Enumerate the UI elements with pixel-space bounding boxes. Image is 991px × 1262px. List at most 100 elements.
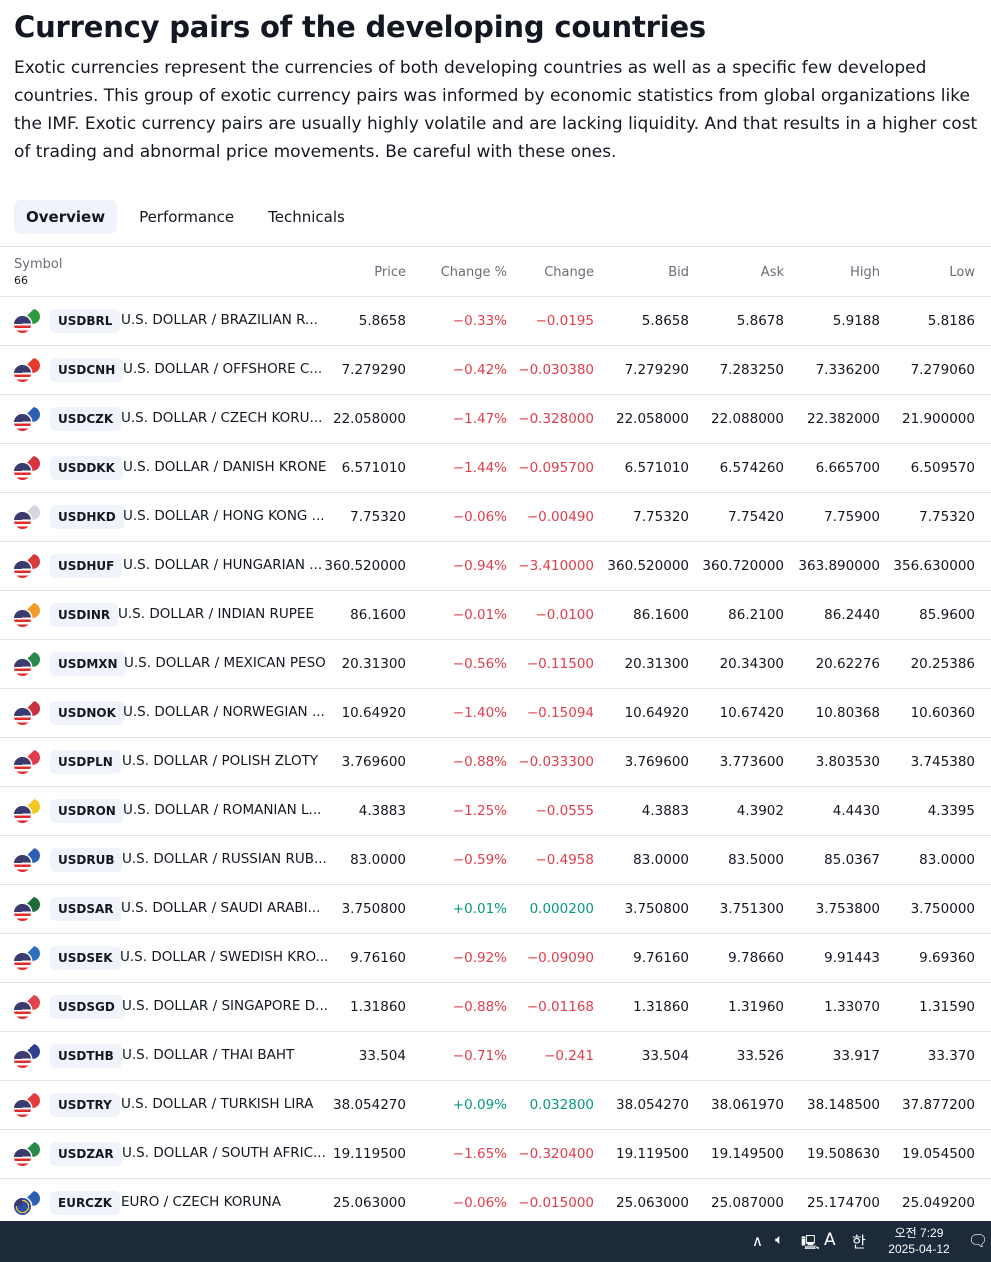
table-row[interactable]: USDCNH U.S. DOLLAR / OFFSHORE C... 7.27929… bbox=[0, 346, 991, 395]
cell-high: 25.174700 bbox=[806, 1195, 880, 1211]
cell-ask: 3.773600 bbox=[719, 754, 784, 770]
symbol-ticker[interactable]: USDINR bbox=[50, 603, 119, 627]
cell-low: 25.049200 bbox=[901, 1195, 975, 1211]
tab-technicals[interactable]: Technicals bbox=[268, 208, 345, 226]
header-price[interactable]: Price bbox=[374, 265, 406, 280]
cell-high: 7.336200 bbox=[815, 362, 880, 378]
cell-ask: 4.3902 bbox=[736, 803, 784, 819]
tab-overview[interactable]: Overview bbox=[14, 200, 118, 234]
cell-change: −0.241 bbox=[544, 1048, 594, 1064]
tab-performance[interactable]: Performance bbox=[139, 208, 235, 226]
table-row[interactable]: USDRON U.S. DOLLAR / ROMANIAN L... 4.3883 −… bbox=[0, 787, 991, 836]
symbol-description[interactable]: U.S. DOLLAR / RUSSIAN RUB... bbox=[122, 851, 327, 867]
chevron-up-icon[interactable]: ∧ bbox=[752, 1232, 763, 1250]
symbol-ticker[interactable]: USDCZK bbox=[50, 407, 122, 431]
symbol-ticker[interactable]: EURCZK bbox=[50, 1191, 120, 1215]
symbol-ticker[interactable]: USDDKK bbox=[50, 456, 123, 480]
symbol-description[interactable]: U.S. DOLLAR / SAUDI ARABI... bbox=[121, 900, 321, 916]
symbol-description[interactable]: U.S. DOLLAR / SINGAPORE D... bbox=[122, 998, 329, 1014]
symbol-description[interactable]: U.S. DOLLAR / TURKISH LIRA bbox=[121, 1096, 314, 1112]
symbol-ticker[interactable]: USDMXN bbox=[50, 652, 126, 676]
cell-change-pct: −0.56% bbox=[452, 656, 507, 672]
symbol-ticker[interactable]: USDRON bbox=[50, 799, 124, 823]
symbol-description[interactable]: U.S. DOLLAR / DANISH KRONE bbox=[123, 459, 327, 475]
symbol-ticker[interactable]: USDCNH bbox=[50, 358, 124, 382]
table-row[interactable]: USDHUF U.S. DOLLAR / HUNGARIAN ... 360.520… bbox=[0, 542, 991, 591]
cell-low: 356.630000 bbox=[893, 558, 975, 574]
symbol-description[interactable]: U.S. DOLLAR / POLISH ZLOTY bbox=[122, 753, 319, 769]
table-row[interactable]: USDCZK U.S. DOLLAR / CZECH KORU... 22.0580… bbox=[0, 395, 991, 444]
header-change[interactable]: Change bbox=[544, 265, 594, 280]
table-row[interactable]: USDSEK U.S. DOLLAR / SWEDISH KRO... 9.7616… bbox=[0, 934, 991, 983]
symbol-ticker[interactable]: USDTHB bbox=[50, 1044, 122, 1068]
cell-ask: 360.720000 bbox=[702, 558, 784, 574]
table-row[interactable]: USDBRL U.S. DOLLAR / BRAZILIAN R... 5.8658… bbox=[0, 297, 991, 346]
table-row[interactable]: USDTHB U.S. DOLLAR / THAI BAHT 33.504 −0.71… bbox=[0, 1032, 991, 1081]
cell-change: −0.00490 bbox=[526, 509, 594, 525]
header-symbol[interactable]: Symbol bbox=[14, 257, 63, 272]
table-row[interactable]: USDTRY U.S. DOLLAR / TURKISH LIRA 38.05427… bbox=[0, 1081, 991, 1130]
symbol-description[interactable]: U.S. DOLLAR / CZECH KORU... bbox=[121, 410, 323, 426]
header-high[interactable]: High bbox=[850, 265, 880, 280]
symbol-ticker[interactable]: USDTRY bbox=[50, 1093, 120, 1117]
symbol-ticker[interactable]: USDSGD bbox=[50, 995, 123, 1019]
cell-ask: 3.751300 bbox=[719, 901, 784, 917]
header-change-pct[interactable]: Change % bbox=[440, 265, 507, 280]
taskbar: ∧ 🔈︎ 🖳︎ A 한 오전 7:29 2025-04-12 🗨︎ bbox=[0, 1221, 991, 1262]
taskbar-clock[interactable]: 오전 7:29 2025-04-12 bbox=[886, 1225, 952, 1257]
currency-pair-flag-icon bbox=[14, 1093, 40, 1117]
table-row[interactable]: USDNOK U.S. DOLLAR / NORWEGIAN ... 10.6492… bbox=[0, 689, 991, 738]
symbol-ticker[interactable]: USDRUB bbox=[50, 848, 123, 872]
cell-change-pct: −0.59% bbox=[452, 852, 507, 868]
table-row[interactable]: USDZAR U.S. DOLLAR / SOUTH AFRIC... 19.119… bbox=[0, 1130, 991, 1179]
symbol-ticker[interactable]: USDZAR bbox=[50, 1142, 122, 1166]
notification-icon[interactable]: 🗨︎ bbox=[968, 1231, 989, 1250]
symbol-description[interactable]: U.S. DOLLAR / ROMANIAN L... bbox=[123, 802, 322, 818]
symbol-description[interactable]: EURO / CZECH KORUNA bbox=[121, 1194, 281, 1210]
symbol-ticker[interactable]: USDHUF bbox=[50, 554, 123, 578]
table-row[interactable]: USDMXN U.S. DOLLAR / MEXICAN PESO 20.31300… bbox=[0, 640, 991, 689]
cell-low: 3.750000 bbox=[910, 901, 975, 917]
ime-mode-indicator[interactable]: A bbox=[824, 1230, 836, 1250]
volume-icon[interactable]: 🔈︎ bbox=[775, 1232, 784, 1248]
table-row[interactable]: USDHKD U.S. DOLLAR / HONG KONG ... 7.75320… bbox=[0, 493, 991, 542]
table-row[interactable]: USDINR U.S. DOLLAR / INDIAN RUPEE 86.1600 −… bbox=[0, 591, 991, 640]
cell-change-pct: −1.65% bbox=[452, 1146, 507, 1162]
header-bid[interactable]: Bid bbox=[668, 265, 689, 280]
cell-change: −0.320400 bbox=[518, 1146, 594, 1162]
table-row[interactable]: EURCZK EURO / CZECH KORUNA 25.063000 −0.06%… bbox=[0, 1179, 991, 1228]
cell-change-pct: −0.88% bbox=[452, 999, 507, 1015]
cell-ask: 7.283250 bbox=[719, 362, 784, 378]
symbol-description[interactable]: U.S. DOLLAR / SOUTH AFRIC... bbox=[122, 1145, 326, 1161]
ime-language-indicator[interactable]: 한 bbox=[852, 1233, 866, 1251]
header-low[interactable]: Low bbox=[949, 265, 975, 280]
symbol-description[interactable]: U.S. DOLLAR / THAI BAHT bbox=[122, 1047, 295, 1063]
table-row[interactable]: USDDKK U.S. DOLLAR / DANISH KRONE 6.571010… bbox=[0, 444, 991, 493]
symbol-description[interactable]: U.S. DOLLAR / BRAZILIAN R... bbox=[121, 312, 318, 328]
currency-pair-flag-icon bbox=[14, 995, 40, 1019]
symbol-description[interactable]: U.S. DOLLAR / HONG KONG ... bbox=[123, 508, 325, 524]
symbol-ticker[interactable]: USDBRL bbox=[50, 309, 121, 333]
symbol-description[interactable]: U.S. DOLLAR / OFFSHORE C... bbox=[123, 361, 323, 377]
table-row[interactable]: USDRUB U.S. DOLLAR / RUSSIAN RUB... 83.000… bbox=[0, 836, 991, 885]
table-row[interactable]: USDSAR U.S. DOLLAR / SAUDI ARABI... 3.7508… bbox=[0, 885, 991, 934]
symbol-ticker[interactable]: USDSEK bbox=[50, 946, 121, 970]
cell-ask: 20.34300 bbox=[719, 656, 784, 672]
symbol-description[interactable]: U.S. DOLLAR / SWEDISH KRO... bbox=[120, 949, 329, 965]
symbol-description[interactable]: U.S. DOLLAR / NORWEGIAN ... bbox=[123, 704, 325, 720]
cell-bid: 5.8658 bbox=[641, 313, 689, 329]
symbol-ticker[interactable]: USDSAR bbox=[50, 897, 122, 921]
table-row[interactable]: USDSGD U.S. DOLLAR / SINGAPORE D... 1.3186… bbox=[0, 983, 991, 1032]
cell-low: 9.69360 bbox=[919, 950, 975, 966]
cell-change-pct: −0.06% bbox=[452, 509, 507, 525]
symbol-ticker[interactable]: USDHKD bbox=[50, 505, 124, 529]
table-row[interactable]: USDPLN U.S. DOLLAR / POLISH ZLOTY 3.769600… bbox=[0, 738, 991, 787]
symbol-ticker[interactable]: USDPLN bbox=[50, 750, 121, 774]
symbol-description[interactable]: U.S. DOLLAR / MEXICAN PESO bbox=[124, 655, 326, 671]
cell-high: 86.2440 bbox=[824, 607, 880, 623]
symbol-description[interactable]: U.S. DOLLAR / HUNGARIAN ... bbox=[123, 557, 323, 573]
header-ask[interactable]: Ask bbox=[760, 265, 784, 280]
symbol-description[interactable]: U.S. DOLLAR / INDIAN RUPEE bbox=[118, 606, 314, 622]
symbol-ticker[interactable]: USDNOK bbox=[50, 701, 124, 725]
network-icon[interactable]: 🖳︎ bbox=[801, 1235, 820, 1251]
